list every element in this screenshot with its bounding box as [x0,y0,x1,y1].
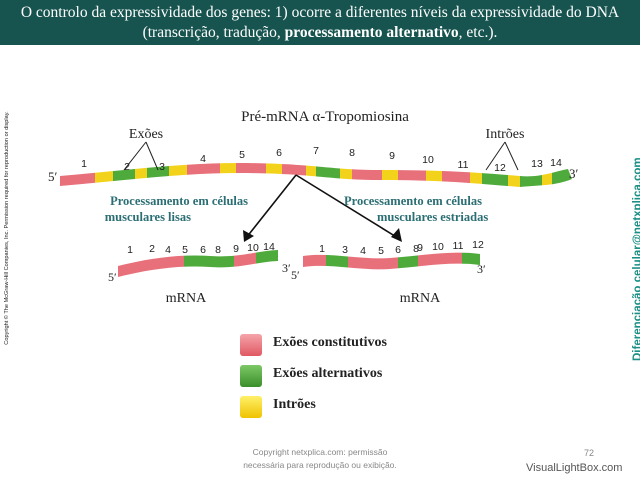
watermark-text: VisualLightBox.com [526,462,623,474]
right-process-line-2: musculares estriadas [377,210,488,224]
pre-mrna-exon-numbers: 1 2 34 5 6 7 8 9 10 11 12 13 14 [81,145,562,174]
pre-mrna-3prime-label: 3′ [569,166,579,181]
title-line-2-start: (transcrição, tradução, [142,24,285,41]
left-process-line-2: musculares lisas [105,210,191,224]
left-process-line-1: Processamento em células [110,194,248,208]
left-mrna-exon-number-14: 14 [263,241,275,253]
footer-copyright: Copyright netxplica.com: permissão neces… [210,446,430,472]
pre-mrna-exon-number-2: 2 [124,161,130,173]
page-number: 72 [584,448,595,458]
pre-mrna-exon-number-3: 3 [159,161,165,173]
pre-mrna-exon-number-1: 1 [81,158,87,170]
right-arrowhead [391,228,402,242]
pre-mrna-exon-number-4: 4 [200,153,206,165]
header-bar: O controlo da expressividade dos genes: … [0,0,640,45]
exons-label: Exões [129,127,163,142]
introns-label: Intrões [486,127,525,142]
introns-bracket [485,141,519,171]
intron-swatch [240,396,262,418]
left-mrna-exon-number-1: 1 [127,244,133,256]
right-mrna-exon-number-10: 10 [432,241,444,253]
right-mrna-exon-number-11: 11 [453,240,464,252]
introns-legend-label: Intrões [273,397,316,412]
right-mrna-exon-number-3: 3 [342,244,348,256]
right-mrna-exon-number-12: 12 [472,239,484,251]
alternative-swatch [240,365,262,387]
right-mrna-exon-number-4: 4 [360,245,366,257]
right-process-line-1: Processamento em células [344,194,482,208]
pre-mrna-exon-number-9: 9 [389,150,395,162]
left-mrna-exon-number-6: 6 [200,244,206,256]
left-mrna-exon-number-4: 4 [165,244,171,256]
right-mrna-exon-numbers: 1 3 4 5 6 89 10 11 12 [319,239,484,257]
title-line-2-bold: processamento alternativo [284,24,459,41]
right-mrna-exon-number-5: 5 [378,245,384,257]
pre-mrna-exon-number-8: 8 [349,147,355,159]
footer-copyright-line-1: Copyright netxplica.com: permissão [252,447,388,457]
footer-copyright-line-2: necessária para reprodução ou exibição. [243,460,397,470]
left-mrna-exon-number-2: 2 [149,243,155,255]
pre-mrna-5prime-label: 5′ [48,169,58,184]
left-mrna-3prime-label: 3′ [282,261,291,275]
pre-mrna-title: Pré-mRNA α-Tropomiosina [241,109,409,125]
left-mrna-label: mRNA [166,291,207,306]
left-mrna-exon-numbers: 1 2 4 5 6 8 9 10 14 [127,241,275,256]
constitutive-label: Exões constitutivos [273,335,387,350]
right-mrna-exon-number-8: 8 [413,243,419,255]
pre-mrna-exon-number-14: 14 [550,157,562,169]
right-mrna-label: mRNA [400,291,441,306]
exons-bracket [123,141,159,171]
pre-mrna-exon-number-10: 10 [422,154,434,166]
left-mrna-exon-number-10: 10 [247,242,259,254]
right-mrna-exon-number-1: 1 [319,243,325,255]
left-mrna-exon-number-9: 9 [233,243,239,255]
title-line-1: O controlo da expressividade dos genes: … [20,4,620,21]
left-mrna-exon-number-5: 5 [182,244,188,256]
alternative-label: Exões alternativos [273,366,383,381]
pre-mrna-exon-number-13: 13 [531,158,543,170]
splicing-arrows [245,174,399,239]
pre-mrna-exon-number-12: 12 [494,162,506,174]
pre-mrna-exon-number-6: 6 [276,147,282,159]
right-mrna-3prime-label: 3′ [477,262,486,276]
left-mrna-exon-number-8: 8 [215,244,221,256]
right-mrna-exon-number-9: 9 [417,242,423,254]
pre-mrna-exon-number-11: 11 [458,159,469,171]
left-mrna-5prime-label: 5′ [108,270,117,284]
pre-mrna-exon-number-5: 5 [239,149,245,161]
pre-mrna-exon-number-7: 7 [313,145,319,157]
right-mrna-exon-number-6: 6 [395,244,401,256]
title-line-2-end: , etc.). [458,24,498,41]
left-arrowhead [243,230,254,242]
slide-title: O controlo da expressividade dos genes: … [0,3,640,43]
constitutive-swatch [240,334,262,356]
right-mrna-5prime-label: 5′ [291,268,300,282]
